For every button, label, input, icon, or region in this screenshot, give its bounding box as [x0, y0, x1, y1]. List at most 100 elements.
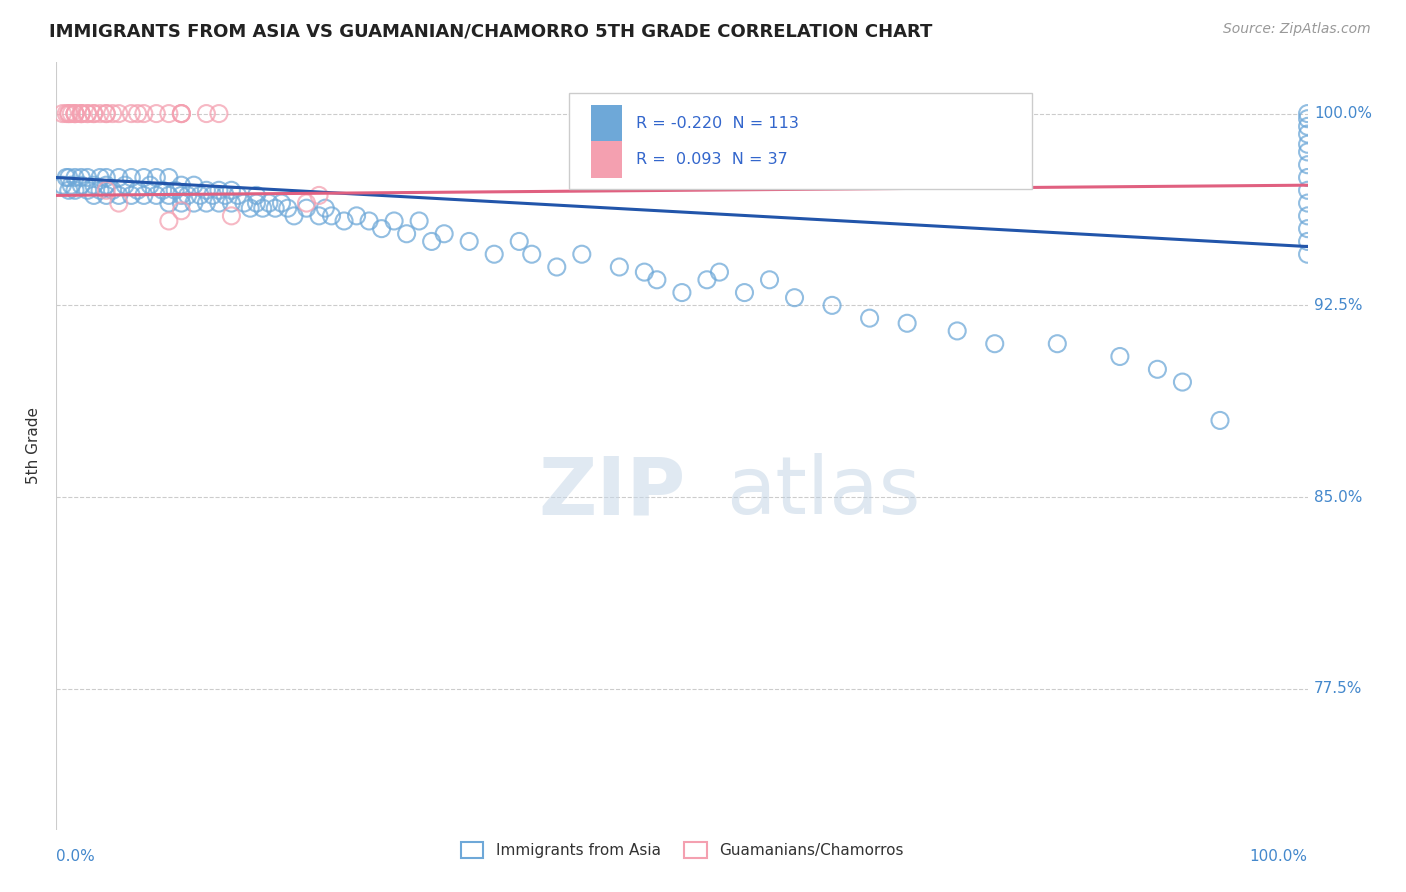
Point	[83, 178, 105, 193]
Point	[157, 214, 180, 228]
Point	[145, 170, 167, 185]
Point	[1296, 127, 1319, 141]
Text: 100.0%: 100.0%	[1313, 106, 1372, 121]
Point	[63, 170, 86, 185]
Point	[308, 188, 330, 202]
Point	[226, 188, 249, 202]
Point	[51, 106, 73, 120]
Point	[645, 273, 668, 287]
Point	[152, 183, 174, 197]
Point	[946, 324, 969, 338]
Point	[83, 106, 105, 120]
Point	[1171, 375, 1194, 389]
Point	[120, 170, 142, 185]
Point	[270, 196, 292, 211]
Point	[132, 188, 155, 202]
Point	[157, 196, 180, 211]
Point	[127, 183, 149, 197]
Text: 77.5%: 77.5%	[1313, 681, 1362, 697]
Point	[120, 106, 142, 120]
Point	[101, 183, 124, 197]
Point	[70, 106, 93, 120]
Point	[157, 106, 180, 120]
Text: 85.0%: 85.0%	[1313, 490, 1362, 505]
Point	[1296, 137, 1319, 152]
Point	[176, 188, 198, 202]
Point	[1296, 209, 1319, 223]
Point	[70, 106, 93, 120]
Point	[170, 106, 193, 120]
Point	[58, 106, 80, 120]
Point	[76, 170, 98, 185]
Point	[1296, 170, 1319, 185]
Point	[201, 188, 224, 202]
Point	[60, 106, 83, 120]
Text: 100.0%: 100.0%	[1250, 849, 1308, 863]
Point	[127, 106, 149, 120]
Point	[120, 188, 142, 202]
Point	[609, 260, 631, 274]
Point	[408, 214, 430, 228]
Point	[221, 196, 243, 211]
Text: 5th Grade: 5th Grade	[27, 408, 41, 484]
Point	[221, 183, 243, 197]
Point	[734, 285, 756, 300]
Point	[508, 235, 530, 249]
Point	[433, 227, 456, 241]
Point	[264, 201, 287, 215]
Point	[546, 260, 568, 274]
Point	[696, 273, 718, 287]
Point	[96, 183, 118, 197]
Point	[89, 106, 111, 120]
Point	[245, 188, 267, 202]
Point	[214, 188, 236, 202]
Point	[283, 209, 305, 223]
Point	[63, 106, 86, 120]
Point	[170, 196, 193, 211]
Point	[89, 170, 111, 185]
Point	[51, 178, 73, 193]
Point	[1296, 106, 1319, 120]
Point	[239, 201, 262, 215]
Point	[60, 178, 83, 193]
Point	[132, 170, 155, 185]
Point	[188, 188, 211, 202]
Point	[58, 170, 80, 185]
Point	[89, 183, 111, 197]
Point	[170, 106, 193, 120]
Point	[183, 196, 205, 211]
Point	[170, 203, 193, 218]
Point	[1296, 221, 1319, 235]
Point	[76, 106, 98, 120]
Text: atlas: atlas	[725, 453, 920, 531]
Point	[1109, 350, 1132, 364]
Point	[333, 214, 356, 228]
Text: Source: ZipAtlas.com: Source: ZipAtlas.com	[1223, 22, 1371, 37]
Point	[245, 196, 267, 211]
Point	[1209, 413, 1232, 427]
Point	[165, 183, 187, 197]
Point	[76, 106, 98, 120]
Text: R =  0.093  N = 37: R = 0.093 N = 37	[636, 152, 787, 167]
Text: ZIP: ZIP	[538, 453, 685, 531]
Point	[55, 106, 77, 120]
Legend: Immigrants from Asia, Guamanians/Chamorros: Immigrants from Asia, Guamanians/Chamorr…	[454, 836, 910, 864]
Point	[208, 183, 231, 197]
Point	[96, 106, 118, 120]
Point	[145, 106, 167, 120]
Point	[96, 170, 118, 185]
Point	[359, 214, 381, 228]
Point	[709, 265, 731, 279]
Point	[233, 196, 256, 211]
Point	[83, 188, 105, 202]
Point	[170, 106, 193, 120]
Point	[314, 201, 336, 215]
Point	[96, 188, 118, 202]
Point	[458, 235, 481, 249]
Text: 0.0%: 0.0%	[56, 849, 96, 863]
Point	[1296, 183, 1319, 197]
Point	[157, 188, 180, 202]
FancyBboxPatch shape	[569, 93, 1032, 189]
Point	[758, 273, 780, 287]
Point	[633, 265, 655, 279]
